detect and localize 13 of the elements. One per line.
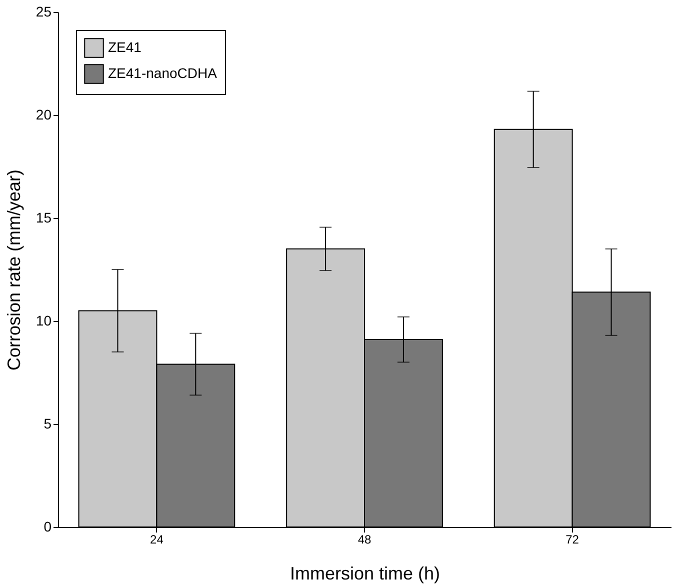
x-axis-title: Immersion time (h) (290, 564, 440, 584)
legend-label: ZE41 (108, 39, 142, 55)
x-tick-label: 24 (150, 532, 164, 546)
y-axis-title: Corrosion rate (mm/year) (4, 169, 24, 371)
y-tick-label: 15 (36, 210, 52, 226)
legend-label: ZE41-nanoCDHA (108, 65, 218, 81)
y-tick-label: 25 (36, 4, 52, 20)
y-tick-label: 0 (44, 518, 52, 534)
y-tick-label: 20 (36, 106, 52, 122)
x-tick-label: 48 (358, 532, 372, 546)
y-tick-label: 5 (44, 416, 52, 432)
x-tick-label: 72 (566, 532, 580, 546)
y-tick-label: 10 (36, 312, 52, 328)
